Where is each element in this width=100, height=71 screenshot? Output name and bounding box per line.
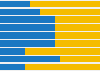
Bar [25,64,100,70]
Bar [30,1,100,7]
Bar [0,40,55,47]
Bar [25,48,100,55]
Bar [0,24,55,31]
Bar [60,56,100,62]
Bar [0,56,60,62]
Bar [55,40,100,47]
Bar [55,24,100,31]
Bar [55,16,100,23]
Bar [0,48,25,55]
Bar [0,64,25,70]
Bar [0,9,40,15]
Bar [0,32,55,39]
Bar [40,9,100,15]
Bar [0,1,30,7]
Bar [0,16,55,23]
Bar [55,32,100,39]
